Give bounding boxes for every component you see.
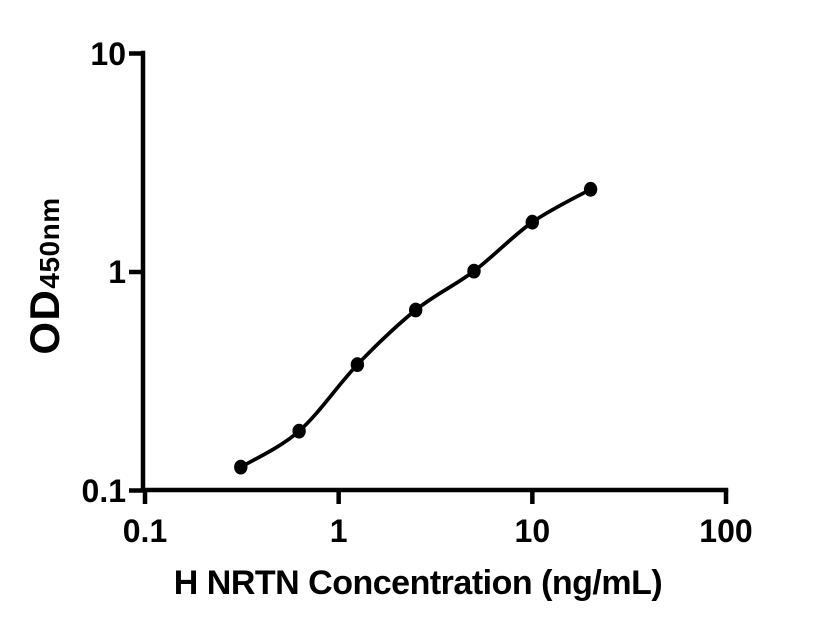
y-tick-label: 10	[90, 35, 126, 72]
standard-curve-line	[238, 187, 593, 469]
data-point-marker	[350, 357, 365, 372]
x-tick-label: 1	[329, 513, 348, 549]
data-point-marker	[292, 423, 306, 439]
x-axis-title: H NRTN Concentration (ng/mL)	[173, 564, 663, 602]
data-point-marker	[467, 263, 481, 279]
y-tick-label: 0.1	[81, 472, 126, 509]
y-axis-title-main: OD	[21, 288, 68, 355]
x-tick-label: 10	[514, 513, 551, 549]
data-point-marker	[409, 302, 423, 318]
data-point-marker	[525, 214, 539, 230]
x-tick-label: 100	[699, 513, 753, 549]
x-tick-label: 0.1	[122, 513, 168, 549]
y-tick-label: 1	[108, 254, 126, 290]
data-point-marker	[234, 459, 248, 475]
data-point-marker	[583, 181, 598, 197]
